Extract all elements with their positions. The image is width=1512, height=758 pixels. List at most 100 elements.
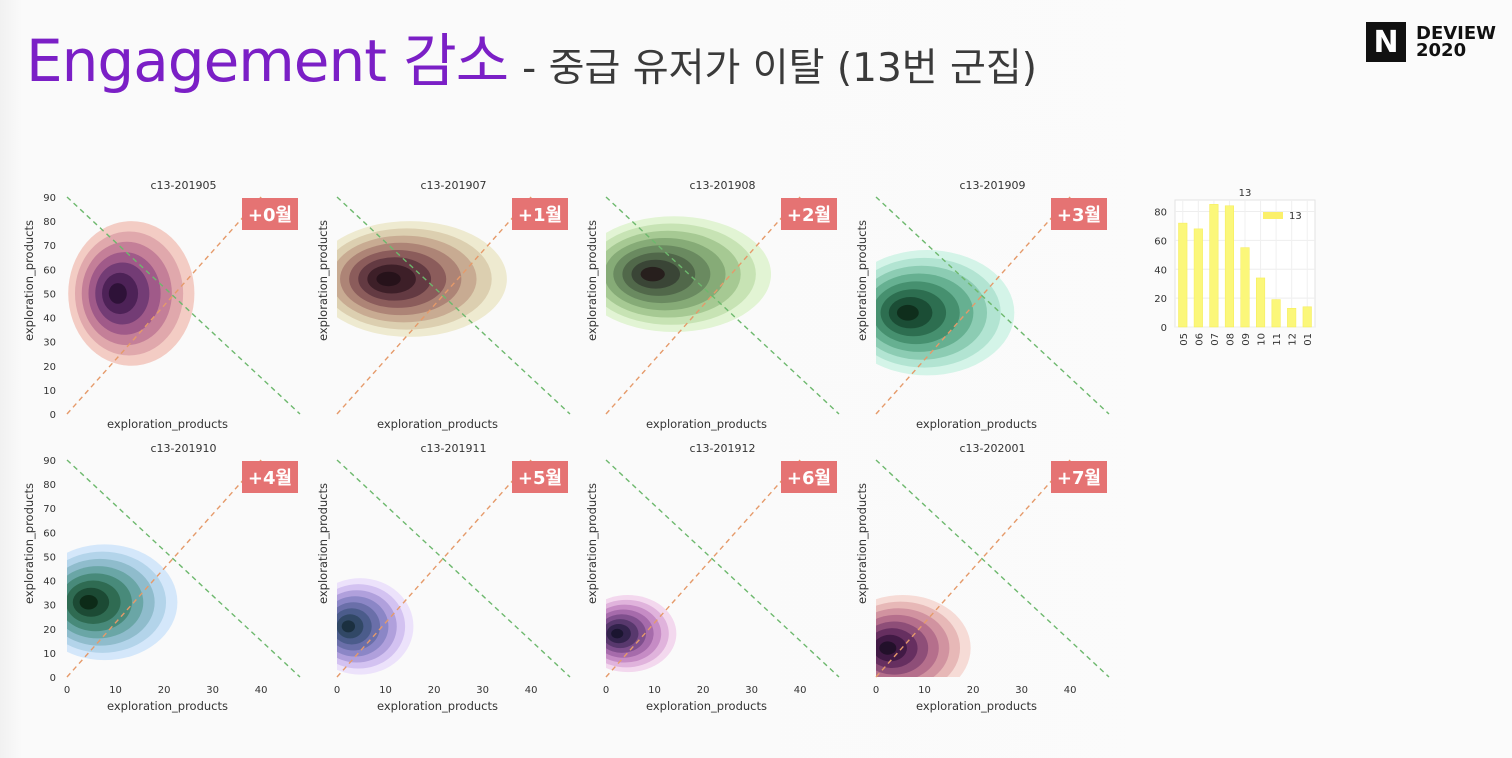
kde-panel-6: c13-201912 +6월 0 10 20 30 40 exploration_produc… [585,442,840,713]
kde-panel-4: c13-201910 +4월 0 10 20 30 40 50 60 70 80 90 0 10 20 30 4… [22,442,301,713]
density-level-7 [640,266,665,282]
bar-10 [1256,277,1266,328]
bar-x-tick-label: 08 [1225,333,1236,346]
kde-panel-2: c13-201908+2월exploration_productsexplora… [585,179,840,431]
density-group [606,595,677,673]
x-tick-label: 40 [794,685,807,696]
diagonal-down-line [66,459,301,678]
x-tick-label: 10 [379,685,392,696]
month-badge-label: +6월 [787,468,831,489]
month-badge [1051,198,1107,230]
panel-title: c13-202001 [959,442,1025,455]
y-tick-label: 30 [43,338,56,349]
diagonal-down-line [336,459,571,678]
x-axis-label: exploration_products [107,699,228,713]
y-tick-label: 20 [43,362,56,373]
y-axis-label: exploration_products [22,483,36,604]
y-tick-label: 40 [43,577,56,588]
bar-y-tick-label: 20 [1154,294,1167,305]
x-axis-label: exploration_products [646,417,767,431]
panel-title: c13-201908 [689,179,755,192]
density-level-7 [376,271,401,287]
x-tick-label: 0 [873,685,879,696]
diagonal-down-line [875,459,1110,678]
bar-x-tick-label: 07 [1210,333,1221,346]
diagonal-up-line [875,196,1071,415]
y-tick-label: 0 [50,673,56,684]
y-tick-label: 30 [43,601,56,612]
density-group [876,595,971,677]
density-level-7 [611,628,624,639]
x-tick-label: 0 [334,685,340,696]
month-badge-label: +0월 [248,205,292,226]
bar-12 [1287,307,1297,328]
kde-panel-5: c13-201911 +5월 0 10 20 30 40 exploration_produc… [316,442,571,713]
bar-11 [1271,299,1281,328]
kde-panel-7: c13-202001 +7월 0 10 20 30 40 exploration_produc… [855,442,1110,713]
panel-title: c13-201905 [150,179,216,192]
diagonal-down-line [336,196,571,415]
panel-title: c13-201912 [689,442,755,455]
y-axis-label: exploration_products [855,483,869,604]
month-badge-label: +1월 [518,205,562,226]
bar-08 [1224,205,1234,328]
x-axis-label: exploration_products [377,699,498,713]
month-badge [781,461,837,493]
bar-chart: 0 20 40 60 80 05 06 07 08 09 10 11 12 01 13 13 [1154,188,1316,346]
month-badge [781,198,837,230]
kde-panel-1: c13-201907+1월exploration_productsexplora… [316,179,571,431]
x-tick-label: 10 [918,685,931,696]
density-group [876,250,1015,376]
bar-x-tick-label: 09 [1241,333,1252,346]
x-axis-label: exploration_products [916,417,1037,431]
month-badge-label: +3월 [1057,205,1101,226]
x-tick-label: 20 [158,685,171,696]
diagonal-up-line [605,196,801,415]
bar-x-tick-label: 10 [1257,333,1268,346]
month-badge [512,198,568,230]
x-tick-label: 40 [525,685,538,696]
x-tick-label: 20 [428,685,441,696]
x-tick-label: 30 [745,685,758,696]
month-badge [1051,461,1107,493]
panel-title: c13-201909 [959,179,1025,192]
bar-x-tick-label: 11 [1272,333,1283,346]
diagonal-up-line [605,459,801,678]
bar-chart-title: 13 [1239,188,1252,199]
bar-y-tick-label: 60 [1154,236,1167,247]
y-tick-label: 20 [43,625,56,636]
y-tick-label: 70 [43,241,56,252]
y-tick-label: 0 [50,410,56,421]
title-main: Engagement 감소 [26,27,509,95]
x-tick-label: 0 [603,685,609,696]
x-tick-label: 20 [697,685,710,696]
x-tick-label: 30 [476,685,489,696]
logo-line-1: DEVIEW [1416,23,1497,44]
panel-title: c13-201911 [420,442,486,455]
y-axis-label: exploration_products [316,220,330,341]
density-group [68,221,195,366]
x-tick-label: 30 [206,685,219,696]
month-badge [512,461,568,493]
bar-01 [1302,306,1312,328]
logo-n-box: N [1366,22,1406,62]
y-axis-label: exploration_products [316,483,330,604]
diagonal-up-line [336,459,532,678]
diagonal-up-line [875,459,1071,678]
density-level-7 [341,620,356,633]
kde-panel-3: c13-201909+3월exploration_productsexplora… [855,179,1110,431]
y-axis-label: exploration_products [585,483,599,604]
month-badge-label: +4월 [248,468,292,489]
y-tick-label: 50 [43,289,56,300]
x-axis-label: exploration_products [107,417,228,431]
y-axis-label: exploration_products [855,220,869,341]
x-axis-label: exploration_products [916,699,1037,713]
y-tick-label: 60 [43,528,56,539]
density-group [337,578,414,675]
bar-09 [1240,247,1250,328]
density-level-7 [79,595,98,610]
kde-panel-0: c13-201905 +0월 0 10 20 30 40 50 60 70 80 90 explorat… [22,179,301,431]
month-badge [242,198,298,230]
bar-y-tick-label: 40 [1154,265,1167,276]
